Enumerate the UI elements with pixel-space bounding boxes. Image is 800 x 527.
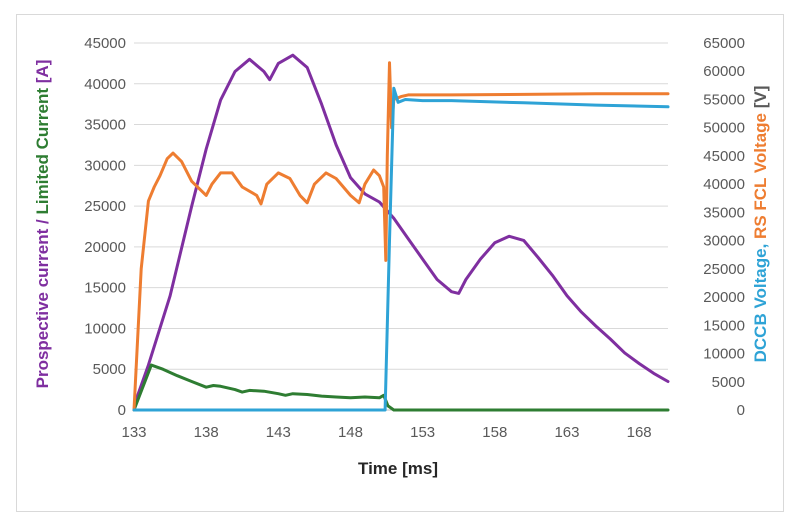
y-right-tick-label: 50000 bbox=[703, 120, 745, 137]
y-right-tick-label: 45000 bbox=[703, 148, 745, 165]
y-right-tick-label: 0 bbox=[737, 402, 745, 419]
y-left-tick-label: 25000 bbox=[84, 198, 126, 215]
series-line-1 bbox=[133, 53, 670, 404]
y-right-tick-labels: 0 5000 10000 15000 20000 25000 30000 35000 40000… bbox=[703, 35, 745, 419]
x-tick-label: 143 bbox=[266, 424, 291, 441]
ylabel-left-part-3: Limited Current bbox=[33, 88, 52, 215]
x-tick-label: 133 bbox=[121, 424, 146, 441]
x-tick-label: 138 bbox=[194, 424, 219, 441]
series-lines bbox=[132, 53, 670, 412]
y-left-tick-label: 30000 bbox=[84, 157, 126, 174]
y-right-tick-label: 25000 bbox=[703, 261, 745, 278]
ylabel-right-part-4: [V] bbox=[751, 86, 770, 113]
y-right-tick-label: 10000 bbox=[703, 346, 745, 363]
y-left-tick-label: 35000 bbox=[84, 117, 126, 134]
x-tick-label: 148 bbox=[338, 424, 363, 441]
x-tick-label: 163 bbox=[554, 424, 579, 441]
x-tick-label: 158 bbox=[482, 424, 507, 441]
x-tick-labels: 133 138 143 148 153 158 163 168 bbox=[121, 424, 651, 441]
x-tick-label: 168 bbox=[627, 424, 652, 441]
y-left-tick-label: 5000 bbox=[93, 361, 126, 378]
ylabel-left-part-2: / bbox=[33, 215, 52, 229]
ylabel-right-part-1: DCCB Voltage bbox=[751, 248, 770, 362]
y-right-tick-label: 35000 bbox=[703, 204, 745, 221]
y-left-tick-label: 45000 bbox=[84, 35, 126, 52]
y-left-tick-label: 20000 bbox=[84, 239, 126, 256]
ylabel-left-part-1: Prospective current bbox=[33, 228, 52, 388]
y-right-tick-label: 65000 bbox=[703, 35, 745, 52]
ylabel-right-part-2: , bbox=[751, 239, 770, 248]
y-right-tick-label: 15000 bbox=[703, 317, 745, 334]
y-right-tick-label: 40000 bbox=[703, 176, 745, 193]
y-left-tick-label: 15000 bbox=[84, 280, 126, 297]
y-left-tick-labels: 0 5000 10000 15000 20000 25000 30000 35000 40000… bbox=[84, 35, 126, 419]
y-right-tick-label: 20000 bbox=[703, 289, 745, 306]
y-right-tick-label: 60000 bbox=[703, 63, 745, 80]
y-left-tick-label: 0 bbox=[118, 402, 126, 419]
y-right-tick-label: 30000 bbox=[703, 233, 745, 250]
y-right-tick-label: 55000 bbox=[703, 91, 745, 108]
y-right-tick-label: 5000 bbox=[712, 374, 745, 391]
y-left-tick-label: 10000 bbox=[84, 320, 126, 337]
x-axis-title: Time [ms] bbox=[358, 459, 438, 478]
series-line-4 bbox=[132, 86, 670, 412]
series-line-2 bbox=[132, 363, 670, 412]
ylabel-right-part-3: RS FCL Voltage bbox=[751, 113, 770, 239]
y-left-axis-title: Prospective current / Limited Current [A… bbox=[33, 60, 52, 389]
y-right-axis-title: DCCB Voltage, RS FCL Voltage [V] bbox=[751, 86, 770, 363]
x-tick-label: 153 bbox=[410, 424, 435, 441]
y-left-tick-label: 40000 bbox=[84, 76, 126, 93]
series-line-3 bbox=[132, 61, 670, 412]
ylabel-left-part-4: [A] bbox=[33, 60, 52, 88]
chart-frame bbox=[16, 14, 784, 512]
